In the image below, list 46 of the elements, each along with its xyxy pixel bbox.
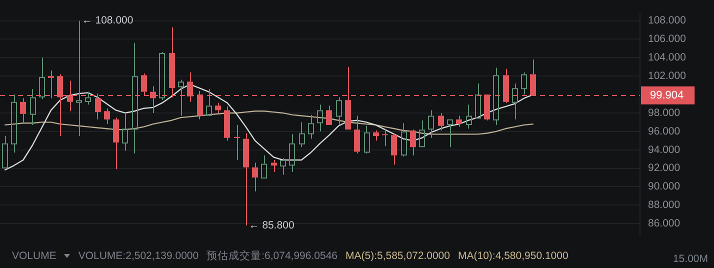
candlestick <box>438 112 444 131</box>
candlestick <box>113 117 119 170</box>
y-tick-label: 90.000 <box>648 180 680 193</box>
y-tick-label: 104.000 <box>648 52 686 64</box>
candlestick <box>280 158 286 176</box>
candlestick <box>122 112 128 152</box>
candlestick <box>215 102 221 114</box>
candlestick <box>317 104 323 132</box>
candlestick <box>224 106 230 142</box>
y-tick-label: 88.000 <box>648 199 680 212</box>
y-tick-label: 102.000 <box>648 70 686 82</box>
annotation: ← 108.000 <box>82 14 134 27</box>
candlestick <box>382 129 388 147</box>
candlestick <box>30 88 36 126</box>
candlestick <box>243 132 249 226</box>
candlestick <box>373 130 379 142</box>
text: VOLUME:2,502,139.0000 <box>78 250 199 262</box>
y-tick-label: 86.000 <box>648 218 680 230</box>
candlestick <box>271 160 277 172</box>
text: 预估成交量:6,074,996.0546 <box>206 249 338 263</box>
candlestick <box>252 162 258 192</box>
y-tick-label: 94.000 <box>648 144 680 156</box>
y-tick-label: 96.000 <box>648 125 680 138</box>
candlestick <box>336 96 342 126</box>
candlestick <box>456 115 462 128</box>
candlestick <box>20 98 26 123</box>
annotation: ← 85.800 <box>248 219 294 232</box>
candlestick <box>354 115 360 154</box>
candlestick <box>132 42 138 154</box>
y-tick-label: 98.000 <box>648 106 680 119</box>
y-tick-label: 106.000 <box>648 33 686 46</box>
candlestick <box>428 110 434 138</box>
text: 15.00M <box>672 253 708 265</box>
candlestick <box>512 82 518 120</box>
candlestick <box>234 124 240 161</box>
text: VOLUME <box>12 250 56 262</box>
text: MA(10):4,580,950.1000 <box>458 250 568 262</box>
candlestick <box>11 94 17 154</box>
y-tick-label: 92.000 <box>648 162 680 174</box>
text: MA(5):5,585,072.0000 <box>346 250 450 262</box>
candlestick <box>391 134 397 166</box>
candlestick <box>104 108 110 125</box>
ref-line-label: 99.904 <box>650 89 684 102</box>
candlestick <box>76 20 82 137</box>
y-tick-label: 108.000 <box>648 14 686 27</box>
candlestick <box>410 129 416 156</box>
